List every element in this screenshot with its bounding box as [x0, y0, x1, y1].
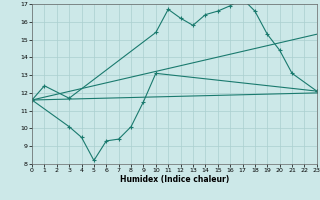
X-axis label: Humidex (Indice chaleur): Humidex (Indice chaleur) [120, 175, 229, 184]
